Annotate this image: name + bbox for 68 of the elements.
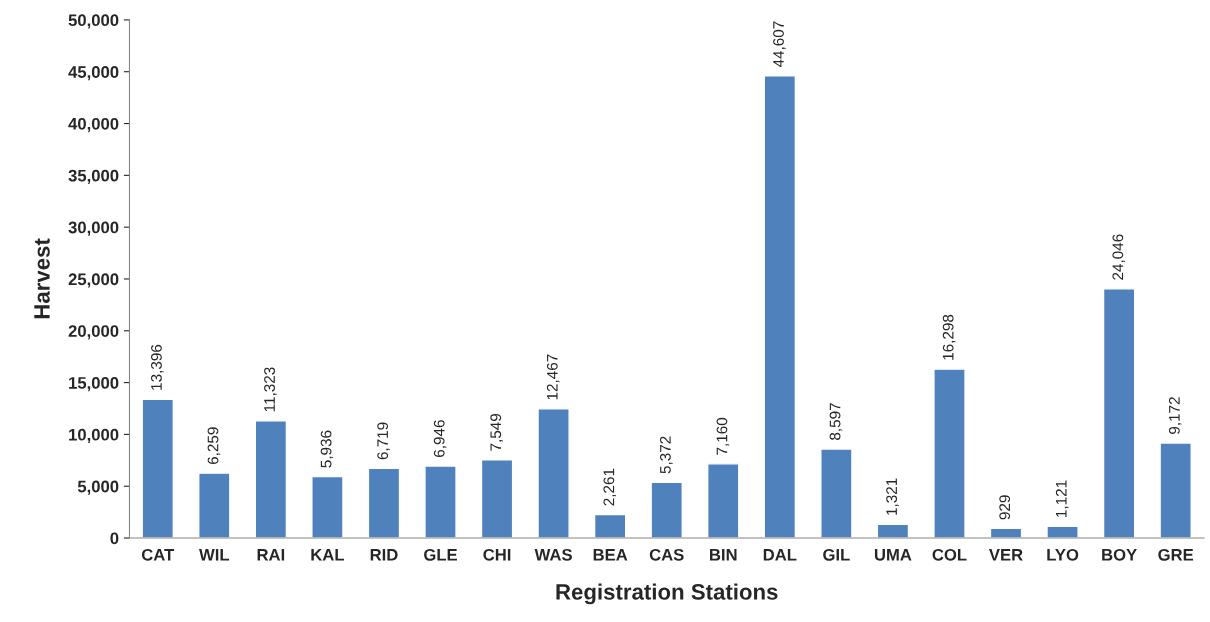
bar xyxy=(480,459,514,539)
data-label: 7,160 xyxy=(716,417,730,455)
x-tick-label: BOY xyxy=(1102,548,1137,561)
data-label: 1,321 xyxy=(886,478,899,515)
x-tick-label: BEA xyxy=(593,549,628,561)
x-tick-label: UMA xyxy=(874,549,912,561)
y-tick-label: 35,000 xyxy=(68,169,119,184)
data-label: 13,396 xyxy=(151,344,164,390)
data-label: 16,298 xyxy=(942,314,956,360)
y-tick-label: 40,000 xyxy=(68,117,119,133)
bar xyxy=(1102,288,1136,539)
bar xyxy=(593,513,627,539)
bar xyxy=(820,448,853,539)
data-label: 5,936 xyxy=(320,430,334,468)
x-tick-label: RAI xyxy=(257,549,285,561)
bar xyxy=(537,408,570,539)
x-tick-label: CAS xyxy=(649,548,684,561)
bar xyxy=(650,481,683,539)
x-tick-label: WIL xyxy=(199,549,230,561)
bar xyxy=(311,475,344,539)
y-tick-label: 0 xyxy=(110,532,119,545)
y-axis-title: Harvest xyxy=(34,238,50,319)
bar xyxy=(763,75,797,539)
bar xyxy=(198,472,231,539)
data-label: 6,259 xyxy=(207,427,221,465)
x-tick-label: KAL xyxy=(311,549,345,561)
bar xyxy=(1159,442,1192,539)
x-tick-label: LYO xyxy=(1047,548,1079,561)
x-tick-label: CHI xyxy=(483,548,511,561)
data-label: 2,261 xyxy=(603,468,617,506)
bar xyxy=(424,465,457,539)
y-tick-label: 20,000 xyxy=(68,325,119,340)
y-tick-label: 5,000 xyxy=(77,480,119,495)
data-label: 9,172 xyxy=(1168,397,1182,434)
data-label: 6,946 xyxy=(433,420,447,457)
x-tick-label: VER xyxy=(989,549,1023,561)
bar xyxy=(933,368,966,539)
data-label: 11,323 xyxy=(264,367,277,412)
bar xyxy=(707,463,740,539)
x-tick-label: RID xyxy=(370,549,398,561)
x-tick-label: GLE xyxy=(424,548,457,561)
bar xyxy=(254,420,288,539)
x-tick-label: CAT xyxy=(141,548,175,561)
data-label: 1,121 xyxy=(1055,480,1069,517)
x-axis-title: Registration Stations xyxy=(556,583,778,605)
y-tick-label: 25,000 xyxy=(68,273,119,288)
y-tick-label: 30,000 xyxy=(68,221,119,236)
bar xyxy=(367,467,401,539)
bar xyxy=(141,398,174,539)
bar xyxy=(1046,525,1079,539)
y-tick-label: 50,000 xyxy=(68,14,119,29)
x-tick-label: COL xyxy=(932,548,967,561)
data-label: 6,719 xyxy=(377,422,390,460)
data-label: 44,607 xyxy=(773,21,786,68)
data-label: 8,597 xyxy=(829,403,843,440)
x-tick-label: BIN xyxy=(710,549,737,561)
y-tick-label: 45,000 xyxy=(68,66,119,81)
data-label: 12,467 xyxy=(546,354,560,400)
data-label: 5,372 xyxy=(659,436,673,474)
y-tick-label: 15,000 xyxy=(69,376,119,392)
y-tick-label: 10,000 xyxy=(69,428,119,444)
data-label: 24,046 xyxy=(1112,234,1126,280)
data-label: 7,549 xyxy=(490,413,503,451)
x-tick-label: DAL xyxy=(763,549,797,561)
x-tick-label: GRE xyxy=(1158,548,1194,561)
data-label: 929 xyxy=(999,495,1011,520)
x-tick-label: WAS xyxy=(534,548,572,561)
x-tick-label: GIL xyxy=(823,548,850,561)
